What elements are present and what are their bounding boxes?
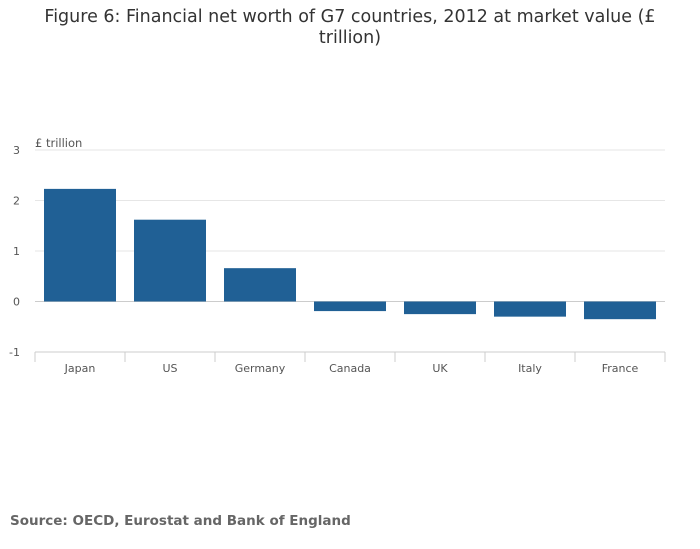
chart-title: Figure 6: Financial net worth of G7 coun… <box>44 7 656 48</box>
x-tick-label: Canada <box>329 362 371 375</box>
source-note: Source: OECD, Eurostat and Bank of Engla… <box>10 513 351 529</box>
bar-uk[interactable] <box>404 301 476 315</box>
y-axis-label: £ trillion <box>35 136 82 150</box>
y-tick-label: 1 <box>13 245 20 258</box>
bar-italy[interactable] <box>494 301 566 317</box>
x-tick-label: Italy <box>518 362 542 375</box>
bar-us[interactable] <box>134 219 206 302</box>
bar-france[interactable] <box>584 301 656 320</box>
y-tick-label: 0 <box>13 296 20 309</box>
bars <box>44 188 656 320</box>
y-tick-label: 2 <box>13 195 20 208</box>
x-tick-label: Japan <box>64 362 96 375</box>
bar-germany[interactable] <box>224 268 296 302</box>
bar-canada[interactable] <box>314 301 386 312</box>
y-tick-label: 3 <box>13 144 20 157</box>
y-tick-label: -1 <box>9 346 20 359</box>
x-tick-label: UK <box>432 362 448 375</box>
x-tick-label: Germany <box>235 362 286 375</box>
x-tick-label: France <box>602 362 639 375</box>
gridlines <box>35 149 665 302</box>
x-tick-label: US <box>162 362 177 375</box>
bar-japan[interactable] <box>44 188 116 302</box>
y-axis: -1 0 1 2 3 <box>9 144 20 359</box>
x-axis: Japan US Germany Canada UK Italy France <box>34 351 666 375</box>
